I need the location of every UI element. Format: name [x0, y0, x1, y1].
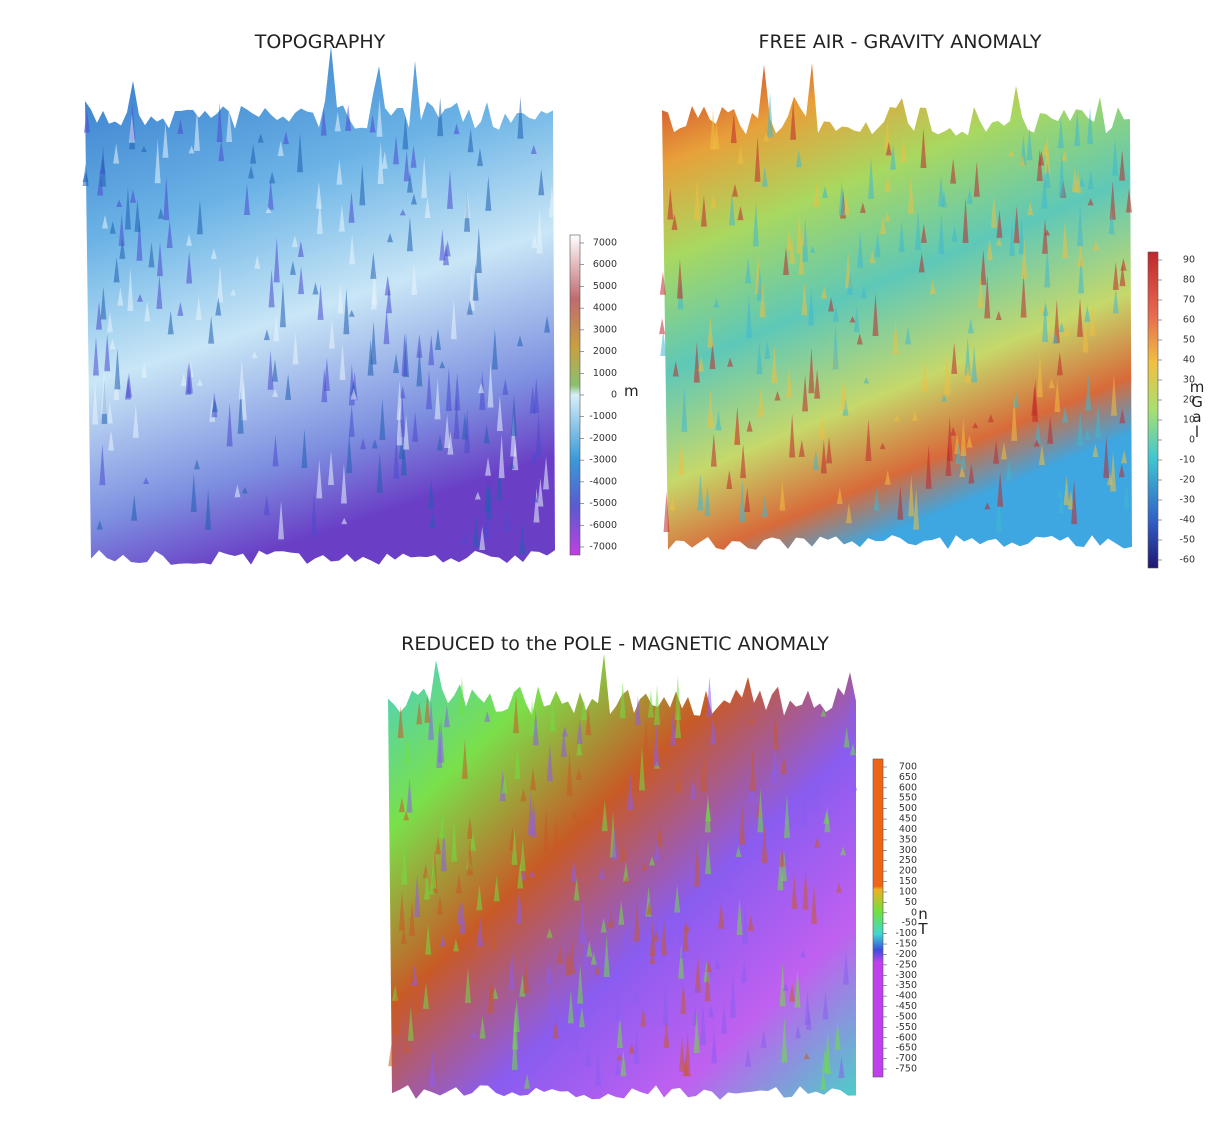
colorbar-tick-label: -2000	[589, 433, 617, 444]
colorbar-tick-label: 450	[899, 814, 917, 825]
surface-spike	[654, 685, 660, 725]
colorbar-tick-label: -650	[895, 1043, 917, 1054]
panel-title: REDUCED to the POLE - MAGNETIC ANOMALY	[401, 633, 829, 655]
colorbar-tick-label: -550	[895, 1022, 917, 1033]
colorbar-tick-label: 50	[1183, 335, 1195, 346]
colorbar-tick-label: 700	[899, 762, 917, 773]
colorbar-unit: nT	[914, 905, 932, 935]
colorbar	[873, 759, 883, 1077]
colorbar-tick-label: 70	[1183, 295, 1195, 306]
colorbar-tick-label: -400	[895, 991, 917, 1002]
colorbar-tick-label: 350	[899, 834, 917, 845]
colorbar-tick-label: -350	[895, 980, 917, 991]
colorbar-tick-label: 200	[899, 866, 917, 877]
colorbar-tick-label: 100	[899, 886, 917, 897]
colorbar-tick-label: 550	[899, 793, 917, 804]
surface-spike	[659, 318, 665, 334]
colorbar-tick-label: 650	[899, 772, 917, 783]
figure: TOPOGRAPHY 7000 6000 5000 4000 3000 2000 1000 0 -…	[0, 0, 1215, 1129]
colorbar-tick-label: 80	[1183, 275, 1195, 286]
colorbar-tick-label: 250	[899, 855, 917, 866]
colorbar-tick-label: 150	[899, 876, 917, 887]
colorbar-tick-label: -450	[895, 1001, 917, 1012]
colorbar-unit: mGal	[1188, 378, 1206, 438]
colorbar-tick-label: -700	[895, 1053, 917, 1064]
colorbar-tick-label: 600	[899, 782, 917, 793]
colorbar-tick-label: -10	[1179, 455, 1195, 466]
colorbar-tick-label: -60	[1179, 555, 1195, 566]
colorbar-tick-label: -6000	[589, 520, 617, 531]
colorbar-tick-label: -40	[1179, 515, 1195, 526]
colorbar-tick-label: -500	[895, 1011, 917, 1022]
colorbar	[1148, 252, 1158, 568]
colorbar	[570, 235, 580, 555]
colorbar-tick-label: 6000	[593, 259, 617, 270]
colorbar-tick-label: -20	[1179, 475, 1195, 486]
colorbar-tick-label: -7000	[589, 542, 617, 553]
colorbar-tick-label: -5000	[589, 498, 617, 509]
colorbar-tick-label: -750	[895, 1064, 917, 1075]
colorbar-tick-label: -30	[1179, 495, 1195, 506]
colorbar-tick-label: 1000	[593, 368, 617, 379]
colorbar-tick-label: -4000	[589, 476, 617, 487]
colorbar-tick-label: 500	[899, 803, 917, 814]
surfaces	[83, 46, 1133, 1100]
colorbar-tick-label: -600	[895, 1032, 917, 1043]
colorbar-tick-label: -150	[895, 939, 917, 950]
panel-title: FREE AIR - GRAVITY ANOMALY	[759, 31, 1042, 53]
colorbar-tick-label: -1000	[589, 411, 617, 422]
colorbar-tick-label: 40	[1183, 355, 1195, 366]
colorbar-tick-label: 0	[611, 390, 617, 401]
colorbar-tick-label: 300	[899, 845, 917, 856]
colorbar-tick-label: 60	[1183, 315, 1195, 326]
colorbar-tick-label: 400	[899, 824, 917, 835]
colorbar-tick-label: 4000	[593, 303, 617, 314]
colorbar-unit: m	[624, 382, 639, 400]
colorbar-tick-label: 3000	[593, 324, 617, 335]
colorbar-tick-label: 2000	[593, 346, 617, 357]
colorbar-tick-label: -250	[895, 959, 917, 970]
colorbar-tick-label: -3000	[589, 455, 617, 466]
colorbar-tick-label: -200	[895, 949, 917, 960]
panel-title: TOPOGRAPHY	[254, 31, 386, 53]
colorbar-tick-label: -50	[1179, 535, 1195, 546]
colorbar-tick-label: 7000	[593, 238, 617, 249]
colorbar-tick-label: 90	[1183, 255, 1195, 266]
colorbar-tick-label: 5000	[593, 281, 617, 292]
colorbar-tick-label: -300	[895, 970, 917, 981]
